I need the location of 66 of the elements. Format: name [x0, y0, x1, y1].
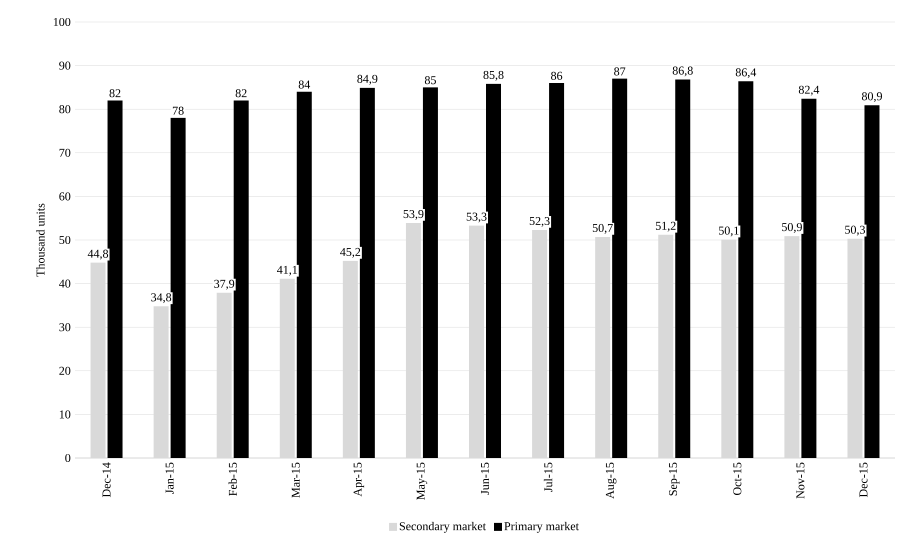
y-tick-label: 80 — [59, 105, 70, 114]
x-tick-label: Jul-15 — [544, 462, 552, 492]
data-label: 85 — [424, 76, 436, 84]
data-label: 82 — [109, 89, 120, 98]
data-label: 78 — [172, 106, 184, 115]
y-tick-label: 60 — [59, 192, 70, 200]
bar — [296, 92, 312, 458]
data-label: 34,8 — [151, 293, 172, 304]
legend-label: Primary market — [504, 522, 579, 533]
bar — [738, 81, 754, 458]
y-tick-label: 40 — [59, 280, 70, 288]
bar — [234, 100, 249, 458]
bar — [486, 84, 502, 458]
bar — [675, 80, 690, 458]
x-tick-label: Apr-15 — [354, 462, 364, 496]
data-label: 84,9 — [357, 74, 378, 85]
x-tick-label: Jan-15 — [166, 462, 174, 494]
data-label: 86,4 — [736, 68, 756, 78]
data-label: 50,9 — [782, 223, 802, 233]
data-label: 52,3 — [530, 216, 550, 227]
data-label: 86,8 — [672, 66, 693, 76]
data-label: 84 — [298, 80, 310, 89]
data-label: 44,8 — [88, 250, 108, 260]
data-label: 80,9 — [862, 92, 882, 102]
bar — [422, 87, 438, 458]
data-label: 53,3 — [466, 212, 487, 222]
bar — [170, 118, 186, 458]
bar — [108, 100, 123, 458]
y-tick-label: 30 — [59, 323, 70, 332]
bar — [360, 88, 375, 458]
data-label: 50,1 — [719, 226, 739, 236]
y-tick-label: 50 — [60, 236, 70, 244]
x-tick-label: Oct-15 — [733, 462, 742, 496]
x-tick-label: Sep-15 — [668, 462, 680, 496]
data-label: 50,7 — [592, 224, 613, 234]
data-label: 45,2 — [340, 248, 360, 258]
y-tick-label: 10 — [60, 410, 70, 418]
data-label: 50,3 — [845, 226, 865, 236]
data-label: 86 — [551, 72, 562, 80]
data-label: 82 — [236, 89, 247, 98]
x-tick-label: Dec-14 — [102, 462, 111, 498]
data-label: 85,8 — [483, 70, 504, 81]
x-tick-label: Nov-15 — [796, 462, 804, 499]
data-label: 87 — [614, 67, 626, 76]
y-tick-label: 100 — [54, 18, 70, 26]
y-tick-label: 20 — [59, 366, 70, 375]
bar — [801, 98, 816, 458]
data-label: 82,4 — [798, 86, 820, 96]
legend-label: Secondary market — [400, 522, 486, 533]
bar — [612, 78, 628, 458]
x-tick-label: Dec-15 — [859, 462, 868, 498]
x-tick-label: Aug-15 — [606, 462, 616, 499]
data-label: 41,1 — [277, 266, 298, 276]
y-axis-title: Thousand units — [36, 204, 45, 277]
data-label: 37,9 — [214, 280, 234, 290]
x-tick-label: Feb-15 — [228, 462, 237, 496]
data-label: 53,9 — [404, 210, 424, 220]
x-tick-label: Jun-15 — [480, 462, 490, 495]
data-label: 51,2 — [656, 222, 676, 232]
y-tick-label: 70 — [60, 148, 70, 157]
bar — [864, 105, 880, 458]
y-tick-label: 0 — [65, 454, 70, 462]
bar — [549, 83, 564, 458]
y-tick-label: 90 — [59, 62, 70, 70]
x-tick-label: May-15 — [416, 462, 428, 500]
x-tick-label: Mar-15 — [292, 462, 300, 498]
